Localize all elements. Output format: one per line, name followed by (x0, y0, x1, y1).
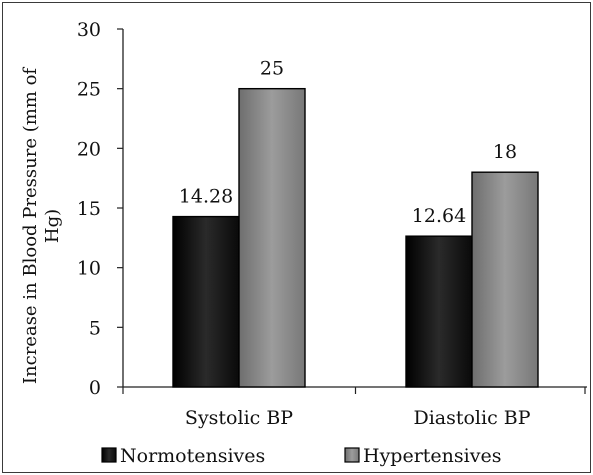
y-tick-label: 15 (77, 198, 101, 220)
bar-hypertensives-systolic-bp (238, 87, 306, 388)
legend-swatch-normotensives (101, 447, 117, 463)
y-tick-label: 30 (77, 19, 101, 41)
data-label: 14.28 (179, 186, 233, 208)
bar-hypertensives-diastolic-bp (471, 171, 539, 388)
legend-label-hypertensives: Hypertensives (363, 445, 501, 467)
x-category-label: Diastolic BP (413, 407, 530, 429)
data-label: 25 (260, 58, 284, 80)
y-tick-label: 25 (77, 79, 101, 101)
bar-normotensives-diastolic-bp (405, 235, 473, 388)
x-category-label: Systolic BP (185, 407, 293, 429)
bar-normotensives-systolic-bp (172, 215, 240, 388)
y-tick-label: 10 (77, 258, 101, 280)
y-axis-title-line-1: Increase in Blood Pressure (mm of (20, 67, 41, 384)
legend-label-normotensives: Normotensives (120, 445, 265, 467)
y-tick-label: 20 (77, 138, 101, 160)
data-label: 12.64 (412, 205, 466, 227)
data-label: 18 (493, 141, 517, 163)
legend-swatch-hypertensives (344, 447, 360, 463)
y-axis-title-line-2: Hg) (42, 209, 63, 243)
y-tick-label: 5 (89, 317, 101, 339)
y-tick-label: 0 (89, 377, 101, 399)
